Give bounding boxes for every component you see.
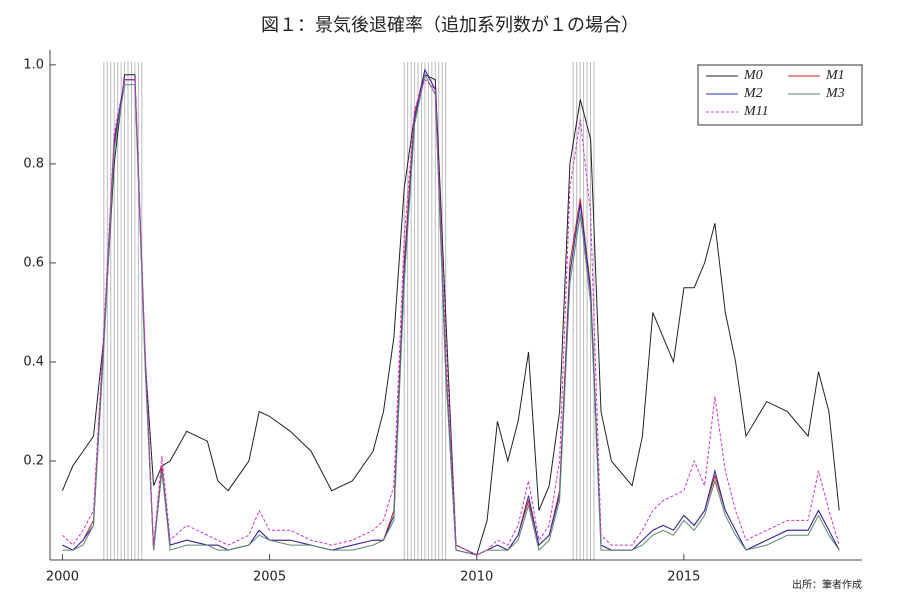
chart-title: 図１：景気後退確率（追加系列数が１の場合） — [261, 15, 639, 36]
legend-box — [697, 64, 863, 126]
x-tick-label: 2010 — [460, 570, 493, 585]
legend-label: M2 — [743, 86, 763, 101]
series-line — [61, 74, 840, 556]
legend-label: M11 — [743, 104, 769, 119]
y-tick-label: 0.2 — [23, 453, 44, 468]
x-tick-label: 2015 — [667, 570, 700, 585]
y-tick-label: 0.8 — [23, 156, 44, 171]
series-line — [62, 68, 840, 556]
legend-label: M3 — [825, 86, 845, 101]
series-line — [62, 73, 840, 556]
source-note: 出所：筆者作成 — [792, 578, 862, 591]
y-tick-label: 1.0 — [23, 57, 44, 72]
x-tick-label: 2005 — [253, 570, 286, 585]
y-tick-label: 0.4 — [23, 354, 44, 369]
y-tick-label: 0.6 — [23, 255, 44, 270]
series-line — [62, 68, 840, 556]
legend-label: M0 — [743, 68, 763, 83]
legend-label: M1 — [825, 68, 845, 83]
x-tick-label: 2000 — [46, 570, 79, 585]
series-line — [62, 78, 840, 556]
